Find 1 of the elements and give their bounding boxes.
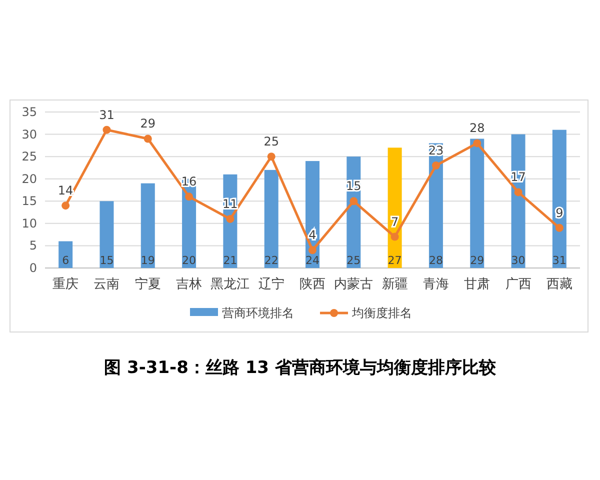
title: 图 3-31-8：丝路 13 省营商环境与均衡度排序比较 [104,358,496,378]
